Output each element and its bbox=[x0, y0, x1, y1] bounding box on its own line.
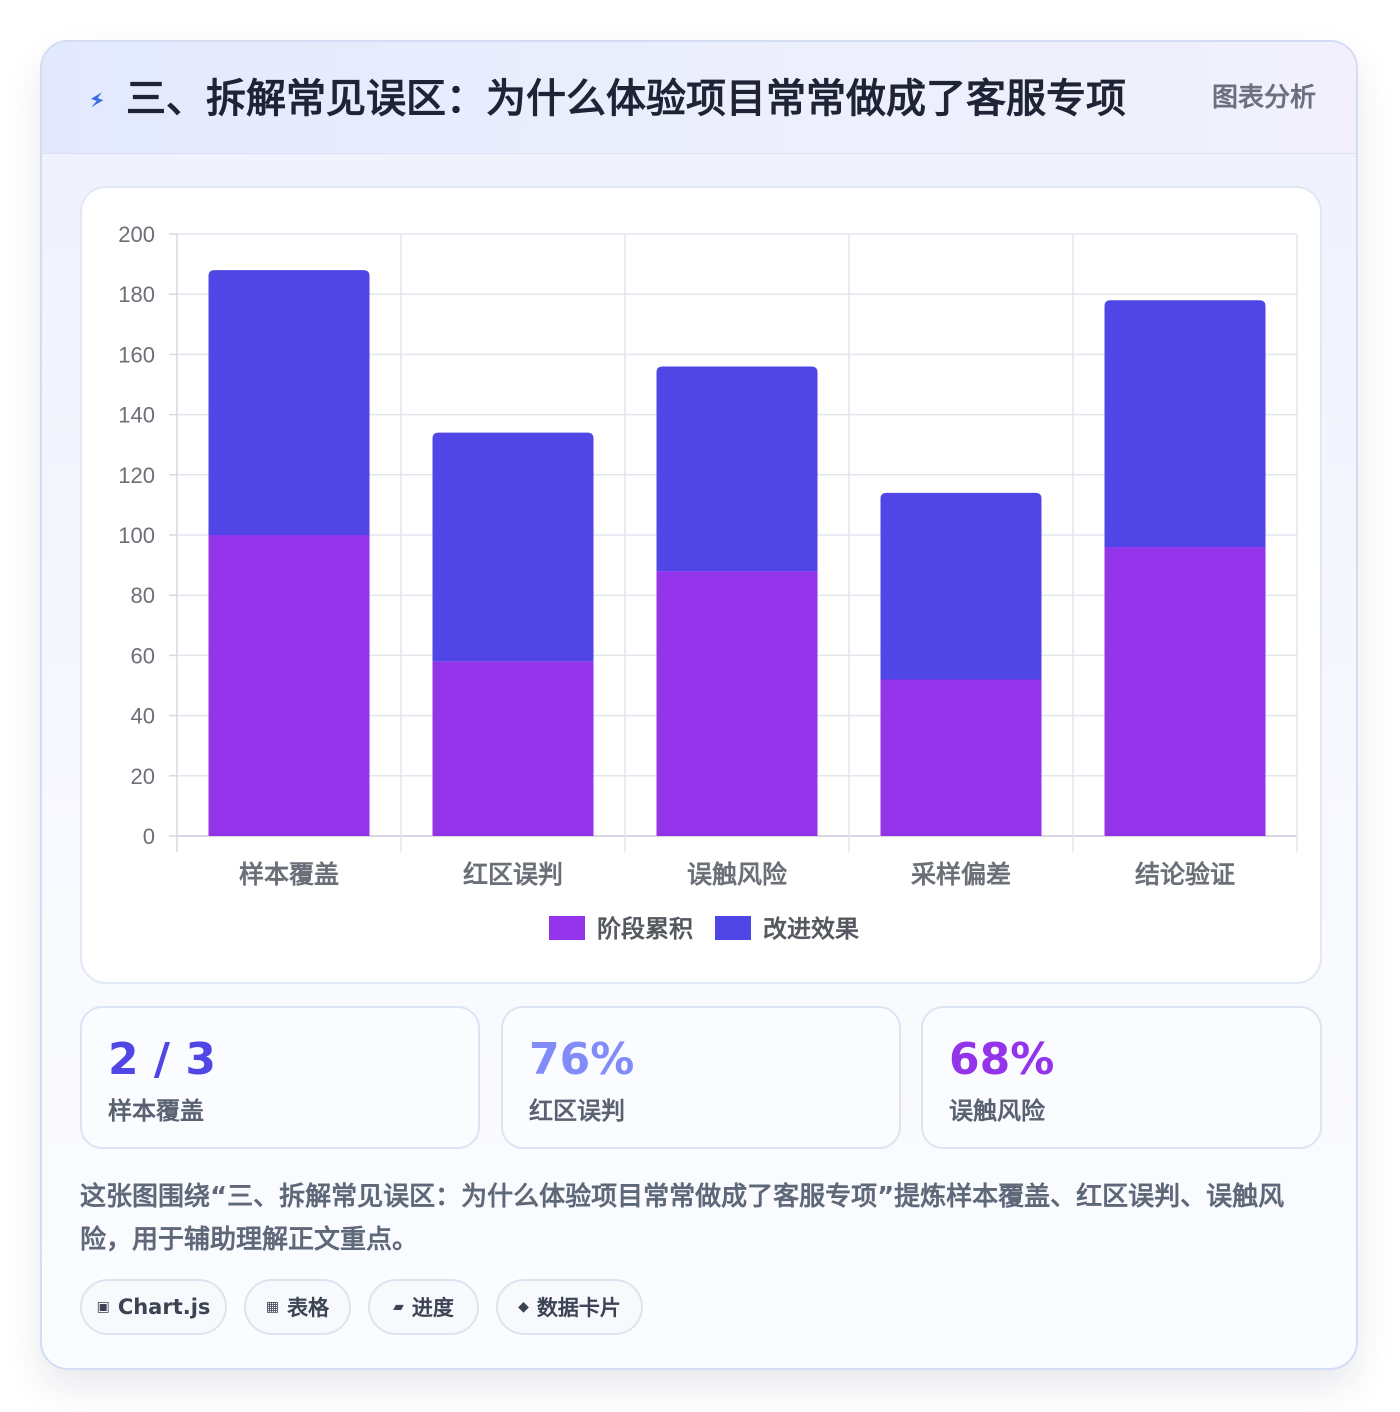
legend-label: 阶段累积 bbox=[597, 915, 693, 943]
bar-segment bbox=[432, 432, 594, 662]
x-tick-label: 红区误判 bbox=[463, 860, 563, 889]
y-tick-label: 100 bbox=[118, 523, 155, 548]
stat-card-mistouch-risk: 68% 误触风险 bbox=[921, 1006, 1322, 1149]
x-tick-label: 误触风险 bbox=[687, 860, 788, 889]
y-tick-label: 140 bbox=[118, 403, 155, 428]
stat-card-red-zone: 76% 红区误判 bbox=[501, 1006, 901, 1149]
y-tick-label: 200 bbox=[118, 222, 155, 247]
bar-segment bbox=[656, 571, 818, 836]
bar-segment bbox=[208, 535, 370, 836]
y-tick-label: 180 bbox=[118, 282, 155, 307]
y-tick-label: 60 bbox=[131, 643, 155, 668]
chart-card: 三、拆解常见误区：为什么体验项目常常做成了客服专项 图表分析 0 20 40 60 80… bbox=[40, 40, 1358, 1370]
progress-icon: ▰ bbox=[393, 1299, 404, 1315]
bar-segment bbox=[432, 661, 594, 836]
card-header: 三、拆解常见误区：为什么体验项目常常做成了客服专项 图表分析 bbox=[42, 42, 1356, 154]
chip-label: 数据卡片 bbox=[536, 1296, 621, 1320]
chip-progress[interactable]: ▰ 进度 bbox=[368, 1279, 479, 1335]
x-tick-label: 采样偏差 bbox=[911, 860, 1011, 889]
legend-swatch bbox=[549, 916, 585, 940]
bar-segment bbox=[1104, 300, 1266, 548]
y-tick-label: 20 bbox=[131, 764, 155, 789]
stat-value: 76% bbox=[529, 1034, 635, 1085]
x-tick-label: 样本覆盖 bbox=[239, 860, 339, 889]
x-tick-label: 结论验证 bbox=[1135, 860, 1235, 889]
bar-segment bbox=[208, 270, 370, 535]
chip-label: Chart.js bbox=[117, 1295, 211, 1319]
page-title: 三、拆解常见误区：为什么体验项目常常做成了客服专项 bbox=[126, 76, 1126, 122]
stat-value: 2 / 3 bbox=[108, 1034, 216, 1085]
chip-label: 进度 bbox=[411, 1296, 454, 1320]
legend-swatch bbox=[715, 916, 751, 940]
chart-panel: 0 20 40 60 80 100 120 140 160 180 200 样本覆盖 红区误判 误触风险 采… bbox=[80, 186, 1322, 984]
bolt-icon bbox=[91, 92, 104, 108]
stat-label: 误触风险 bbox=[949, 1097, 1045, 1125]
table-icon: ▦ bbox=[265, 1299, 280, 1315]
stat-label: 样本覆盖 bbox=[108, 1097, 204, 1125]
y-tick-label: 0 bbox=[143, 824, 155, 849]
chip-table[interactable]: ▦ 表格 bbox=[244, 1279, 351, 1335]
y-tick-label: 40 bbox=[131, 704, 155, 729]
chart-icon: ▣ bbox=[96, 1299, 110, 1315]
chart-description: 这张图围绕“三、拆解常见误区：为什么体验项目常常做成了客服专项”提炼样本覆盖、红… bbox=[80, 1182, 1285, 1255]
bar-segment bbox=[880, 492, 1042, 680]
bar-segment bbox=[1104, 547, 1266, 836]
stacked-bar-chart: 0 20 40 60 80 100 120 140 160 180 200 样本覆盖 红区误判 误触风险 采… bbox=[118, 222, 1298, 943]
diamond-icon: ◆ bbox=[518, 1299, 529, 1315]
y-tick-label: 120 bbox=[118, 463, 155, 488]
y-tick-label: 160 bbox=[118, 342, 155, 367]
stat-card-sample-coverage: 2 / 3 样本覆盖 bbox=[80, 1006, 480, 1149]
chip-chartjs[interactable]: ▣ Chart.js bbox=[80, 1279, 227, 1335]
legend-label: 改进效果 bbox=[763, 915, 859, 943]
bar-segment bbox=[880, 679, 1042, 836]
bar-segment bbox=[656, 366, 818, 572]
chart-analysis-tag: 图表分析 bbox=[1211, 83, 1316, 113]
chip-data-card[interactable]: ◆ 数据卡片 bbox=[496, 1279, 643, 1335]
stat-label: 红区误判 bbox=[529, 1097, 625, 1125]
y-tick-label: 80 bbox=[131, 583, 155, 608]
chip-label: 表格 bbox=[287, 1296, 330, 1320]
stat-value: 68% bbox=[949, 1034, 1055, 1085]
